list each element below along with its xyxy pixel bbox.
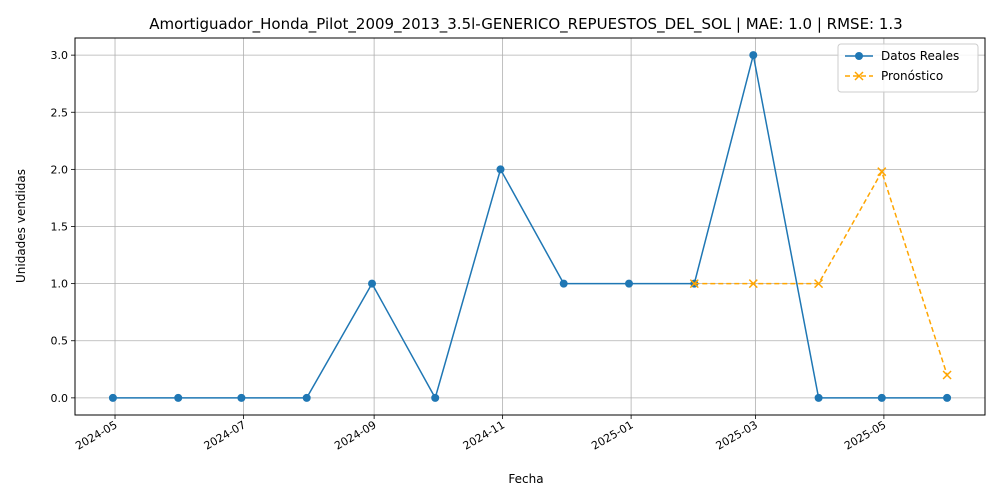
data-point-datos-reales (814, 393, 823, 402)
data-point-datos-reales (108, 393, 117, 402)
y-tick-label: 2.5 (51, 106, 69, 119)
series-line-datos-reales (112, 54, 948, 400)
y-tick-label: 0.0 (51, 392, 69, 405)
series-line-pronostico (694, 169, 948, 376)
x-tick-label: 2024-05 (73, 418, 119, 452)
data-point-datos-reales (625, 279, 634, 288)
legend-label-pronostico: Pronóstico (881, 69, 943, 83)
data-point-datos-reales (877, 393, 886, 402)
y-tick-label: 3.0 (51, 49, 69, 62)
data-point-pronostico (877, 167, 887, 177)
x-tick-label: 2025-05 (842, 418, 888, 452)
y-tick-label: 1.0 (51, 278, 69, 291)
x-tick-label: 2025-03 (714, 418, 760, 452)
x-tick-label: 2024-09 (332, 418, 378, 452)
y-tick-label: 1.5 (51, 221, 69, 234)
data-point-datos-reales (749, 51, 758, 60)
legend: Datos Reales Pronóstico (837, 43, 979, 93)
grid (75, 38, 985, 415)
y-tick-label: 2.0 (51, 163, 69, 176)
chart-title: Amortiguador_Honda_Pilot_2009_2013_3.5l-… (149, 15, 902, 34)
data-point-datos-reales (496, 165, 505, 174)
data-layer (108, 51, 952, 402)
data-point-pronostico (814, 279, 824, 289)
x-tick-label: 2025-01 (589, 418, 635, 452)
data-point-datos-reales (237, 393, 246, 402)
legend-marker-datos-reales (855, 52, 863, 60)
y-axis-label: Unidades vendidas (14, 169, 28, 283)
axes: 2024-05 2024-07 2024-09 2024-11 2025-01 2025-… (51, 49, 889, 452)
data-point-datos-reales (943, 393, 952, 402)
data-point-datos-reales (559, 279, 568, 288)
data-point-datos-reales (431, 393, 440, 402)
data-point-pronostico (748, 279, 758, 289)
legend-marker-pronostico (854, 71, 864, 81)
x-axis-label: Fecha (508, 472, 543, 486)
data-point-datos-reales (368, 279, 377, 288)
x-tick-label: 2024-11 (461, 418, 507, 452)
data-point-pronostico (942, 370, 952, 380)
y-tick-label: 0.5 (51, 335, 69, 348)
x-tick-label: 2024-07 (202, 418, 248, 452)
data-point-datos-reales (302, 393, 311, 402)
data-point-pronostico (689, 279, 699, 289)
data-point-datos-reales (174, 393, 183, 402)
legend-label-datos-reales: Datos Reales (881, 49, 959, 63)
